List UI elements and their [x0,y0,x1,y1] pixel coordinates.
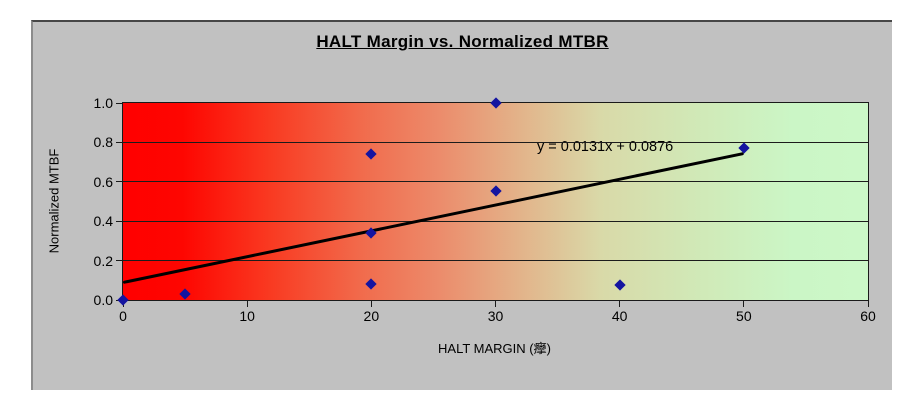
data-point-diamond [365,278,377,290]
data-point-diamond [179,288,191,300]
x-axis-tick-label: 40 [611,308,628,324]
y-axis-tick [116,141,122,143]
x-axis-tick-label: 10 [239,308,255,324]
chart-frame: HALT Margin vs. Normalized MTBR Normaliz… [31,20,892,390]
trend-line [122,152,745,285]
y-axis-title: Normalized MTBF [45,102,63,299]
x-axis-title: HALT MARGIN (癴) [438,341,551,356]
trendline-equation-label: y = 0.0131x + 0.0876 [537,139,674,155]
x-axis-tick [867,301,869,307]
data-point-diamond [365,148,377,160]
x-axis-tick [495,301,496,307]
gridline [123,260,868,262]
y-axis-tick [116,220,122,222]
x-axis-tick [743,301,745,307]
y-axis-tick [116,260,122,262]
x-axis-tick-label: 50 [736,308,752,324]
x-axis-tick-label: 30 [487,308,504,324]
data-point-diamond [613,279,626,291]
y-axis-tick-label: 1.0 [93,95,113,111]
y-axis-tick [116,181,122,183]
x-axis-tick-label: 20 [363,308,380,324]
y-axis-tick-label: 0.8 [93,134,113,151]
x-axis-tick [246,301,248,307]
gridline [123,220,868,222]
data-point-diamond [117,294,129,306]
x-axis-tick-label: 60 [860,308,876,324]
chart-title: HALT Margin vs. Normalized MTBR [316,32,609,51]
gridline [123,181,868,183]
data-point-diamond [489,97,502,109]
y-axis-tick-label: 0.4 [93,213,113,230]
x-axis-tick [619,301,621,307]
plot-area: y = 0.0131x + 0.0876 0.0 0.2 0.4 0.6 0.8 1.0 0… [94,95,876,324]
y-axis-tick-label: 0.0 [93,292,113,308]
x-axis-tick-label: 0 [119,308,127,324]
y-axis-tick-label: 0.6 [93,173,113,190]
x-axis-tick [370,301,372,307]
y-axis-title-text: Normalized MTBF [46,148,62,253]
y-axis-tick-label: 0.2 [93,252,113,269]
gridline [123,141,868,143]
data-point-diamond [489,184,502,197]
y-axis-tick [116,102,122,104]
